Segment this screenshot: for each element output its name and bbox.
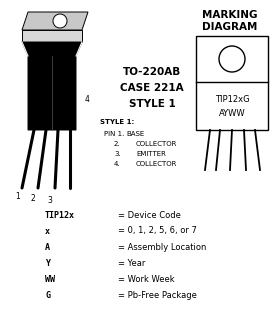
- Bar: [196, 36, 268, 130]
- Text: COLLECTOR: COLLECTOR: [136, 141, 177, 147]
- Polygon shape: [22, 42, 82, 130]
- Text: MARKING: MARKING: [202, 10, 258, 20]
- Text: COLLECTOR: COLLECTOR: [136, 161, 177, 167]
- Text: PIN 1.: PIN 1.: [104, 131, 124, 137]
- Text: = Work Week: = Work Week: [118, 274, 175, 284]
- Text: EMITTER: EMITTER: [136, 151, 166, 157]
- Text: CASE 221A: CASE 221A: [120, 83, 184, 93]
- Text: x: x: [45, 226, 50, 236]
- Text: STYLE 1:: STYLE 1:: [100, 119, 134, 125]
- Text: 2.: 2.: [114, 141, 121, 147]
- Text: DIAGRAM: DIAGRAM: [202, 22, 258, 32]
- Text: = Pb-Free Package: = Pb-Free Package: [118, 291, 197, 300]
- Text: WW: WW: [45, 274, 55, 284]
- Text: BASE: BASE: [126, 131, 144, 137]
- Text: = Assembly Location: = Assembly Location: [118, 243, 206, 252]
- Text: AYWW: AYWW: [219, 108, 245, 117]
- Text: G: G: [45, 291, 50, 300]
- Text: STYLE 1: STYLE 1: [129, 99, 175, 109]
- Text: TIP12xG: TIP12xG: [215, 94, 249, 103]
- Circle shape: [219, 46, 245, 72]
- Text: = 0, 1, 2, 5, 6, or 7: = 0, 1, 2, 5, 6, or 7: [118, 226, 197, 236]
- Text: 2: 2: [31, 194, 35, 203]
- Text: 3: 3: [47, 196, 52, 205]
- Text: 1: 1: [16, 192, 20, 201]
- Text: 3.: 3.: [114, 151, 121, 157]
- Text: TIP12x: TIP12x: [45, 211, 75, 219]
- Text: = Device Code: = Device Code: [118, 211, 181, 219]
- Circle shape: [53, 14, 67, 28]
- Text: = Year: = Year: [118, 259, 145, 267]
- Text: TO-220AB: TO-220AB: [123, 67, 181, 77]
- Text: 4: 4: [85, 95, 90, 105]
- Text: 4.: 4.: [114, 161, 121, 167]
- Text: Y: Y: [45, 259, 50, 267]
- Text: A: A: [45, 243, 50, 252]
- Polygon shape: [22, 12, 88, 30]
- Polygon shape: [22, 30, 82, 42]
